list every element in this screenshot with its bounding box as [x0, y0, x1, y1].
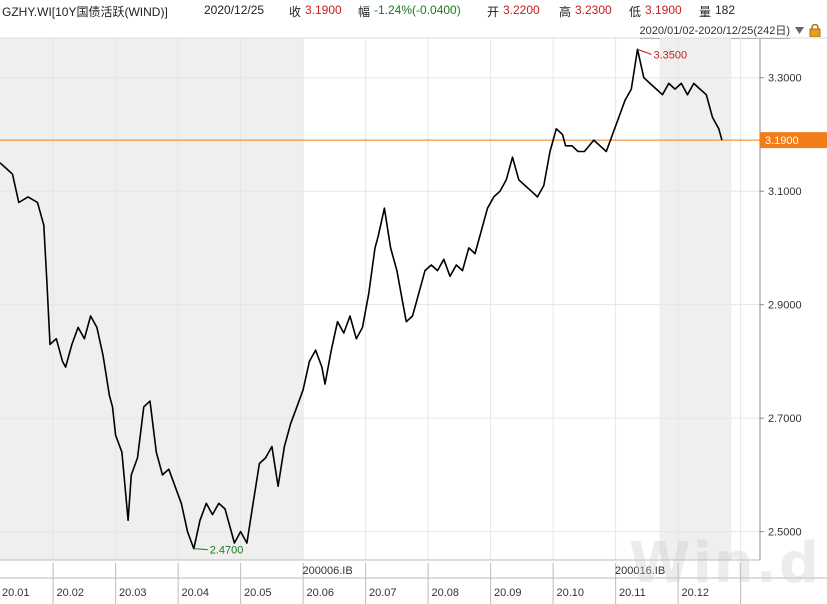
lock-icon[interactable]	[809, 24, 821, 37]
min-pointer	[193, 548, 208, 551]
x-tick-label: 20.10	[557, 587, 585, 599]
x-tick-label: 20.02	[57, 587, 85, 599]
wind-watermark: Win.d	[628, 531, 821, 596]
open-value: 3.2200	[503, 3, 540, 17]
high-value: 3.2300	[575, 3, 612, 17]
contract-shade-1	[0, 38, 304, 560]
y-tick-label: 2.5000	[768, 527, 802, 539]
low-value: 3.1900	[645, 3, 682, 17]
high-caption: 高	[559, 5, 572, 19]
close-caption: 收	[289, 5, 302, 19]
y-tick-label: 2.9000	[768, 300, 802, 312]
contract-label: 200006.IB	[303, 565, 353, 577]
contract-label: 200016.IB	[615, 565, 665, 577]
last-price-value: 3.1900	[765, 135, 799, 147]
dropdown-icon[interactable]	[794, 26, 805, 35]
last-price-tag	[760, 132, 827, 149]
date-label: 2020/12/25	[204, 3, 265, 17]
quote-header: GZHY.WI[10Y国债活跃(WIND)] 2020/12/25 收 3.19…	[0, 0, 827, 20]
x-tick-label: 20.08	[432, 587, 460, 599]
volume-value: 182	[715, 3, 736, 17]
y-tick-label: 2.7000	[768, 413, 802, 425]
y-tick-label: 3.1000	[768, 186, 802, 198]
x-tick-label: 20.09	[494, 587, 522, 599]
x-tick-label: 20.05	[244, 587, 272, 599]
min-label: 2.4700	[210, 545, 244, 557]
contract-shade-2	[659, 38, 732, 560]
x-tick-label: 20.04	[182, 587, 210, 599]
max-pointer	[637, 48, 652, 55]
x-tick-label: 20.06	[307, 587, 335, 599]
max-label: 3.3500	[654, 49, 688, 61]
change-value: -1.24%(-0.0400)	[374, 3, 461, 17]
x-tick-label: 20.07	[369, 587, 397, 599]
x-tick-label: 20.03	[119, 587, 147, 599]
change-caption: 幅	[358, 5, 371, 19]
y-tick-label: 3.3000	[768, 73, 802, 85]
x-tick-label: 20.01	[2, 587, 30, 599]
symbol-label: GZHY.WI[10Y国债活跃(WIND)]	[2, 5, 168, 19]
close-value: 3.1900	[305, 3, 342, 17]
yield-series-line	[0, 48, 723, 550]
x-tick-label: 20.11	[619, 587, 646, 599]
volume-caption: 量	[699, 5, 712, 19]
x-tick-label: 20.12	[682, 587, 710, 599]
low-caption: 低	[629, 5, 642, 19]
open-caption: 开	[487, 5, 500, 19]
